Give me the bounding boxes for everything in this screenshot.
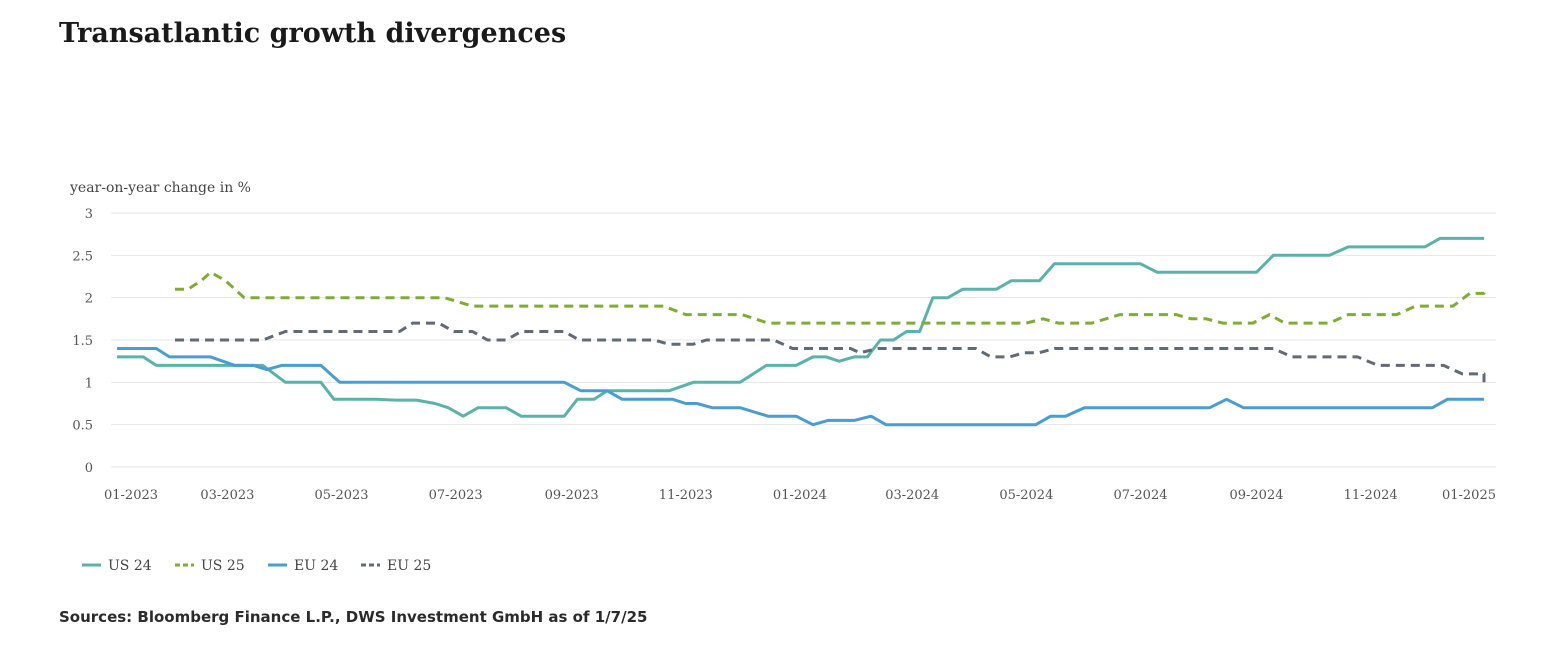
legend-label: US 24 bbox=[108, 558, 152, 574]
y-tick-labels: 0 0.5 1 1.5 2 2.5 3 bbox=[72, 207, 93, 476]
x-tick-label: 03-2023 bbox=[200, 488, 254, 503]
y-axis-label: year-on-year change in % bbox=[69, 180, 251, 196]
legend-label: EU 25 bbox=[387, 558, 431, 574]
x-tick-label: 01-2025 bbox=[1442, 488, 1496, 503]
x-tick-label: 05-2024 bbox=[999, 488, 1053, 503]
series-lines bbox=[117, 236, 1486, 427]
x-tick-label: 01-2024 bbox=[773, 488, 827, 503]
x-tick-label: 07-2023 bbox=[429, 488, 483, 503]
x-tick-label: 07-2024 bbox=[1113, 488, 1167, 503]
x-tick-label: 01-2023 bbox=[104, 488, 158, 503]
series-line-us-25 bbox=[175, 270, 1486, 325]
legend-label: US 25 bbox=[201, 558, 245, 574]
x-tick-labels: 01-2023 03-2023 05-2023 07-2023 09-2023 11-20… bbox=[104, 488, 1496, 503]
x-tick-label: 03-2024 bbox=[885, 488, 939, 503]
x-tick-label: 05-2023 bbox=[315, 488, 369, 503]
x-tick-label: 11-2024 bbox=[1344, 488, 1398, 503]
legend: US 24 US 25 EU 24 EU 25 bbox=[82, 558, 431, 574]
series-line-eu-25 bbox=[175, 321, 1486, 383]
legend-label: EU 24 bbox=[294, 558, 338, 574]
x-tick-label: 11-2023 bbox=[659, 488, 713, 503]
y-tick-label: 1 bbox=[85, 376, 93, 391]
series-line-us-24 bbox=[117, 236, 1484, 418]
x-tick-label: 09-2023 bbox=[545, 488, 599, 503]
y-tick-label: 1.5 bbox=[72, 334, 93, 349]
y-tick-label: 0 bbox=[85, 461, 93, 476]
y-tick-label: 3 bbox=[85, 207, 93, 222]
chart-title: Transatlantic growth divergences bbox=[59, 18, 567, 49]
series-line-eu-24 bbox=[117, 347, 1484, 427]
y-tick-label: 2.5 bbox=[72, 249, 93, 264]
source-note: Sources: Bloomberg Finance L.P., DWS Inv… bbox=[59, 608, 648, 626]
y-tick-label: 0.5 bbox=[72, 419, 93, 434]
y-tick-label: 2 bbox=[85, 292, 93, 307]
grid-lines bbox=[111, 212, 1496, 468]
x-tick-label: 09-2024 bbox=[1229, 488, 1283, 503]
